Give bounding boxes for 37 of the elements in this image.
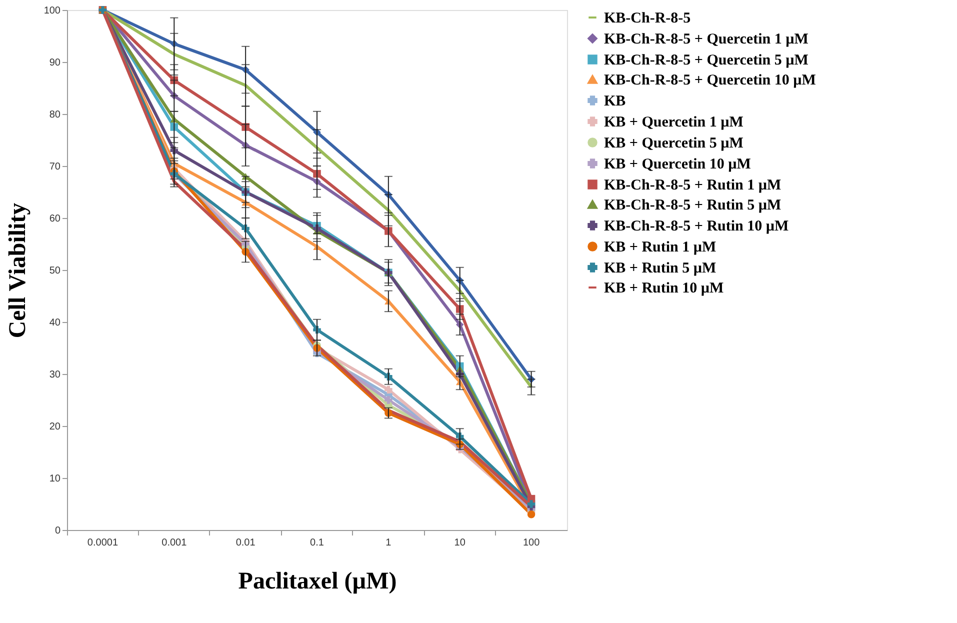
x-tick-label: 0.001	[162, 538, 188, 548]
legend-label: KB-Ch-R-8-5 + Quercetin 5 µM	[604, 52, 808, 68]
y-axis-title: Cell Viability	[4, 202, 31, 338]
legend-label: KB + Quercetin 1 µM	[604, 114, 744, 130]
y-tick-label: 50	[49, 266, 61, 276]
y-tick-label: 40	[49, 318, 61, 328]
point	[527, 510, 536, 518]
x-tick-label: 0.0001	[87, 538, 118, 548]
x-tick-label: 10	[454, 538, 466, 548]
legend-label: KB	[604, 94, 626, 110]
y-tick-label: 70	[49, 162, 61, 172]
y-tick-label: 20	[49, 422, 61, 432]
x-tick-label: 1	[386, 538, 392, 548]
legend-label: KB + Rutin 10 µM	[604, 280, 724, 296]
point	[384, 386, 392, 394]
legend-label: KB + Quercetin 10 µM	[604, 156, 751, 172]
y-tick-label: 30	[49, 370, 61, 380]
x-tick-label: 0.1	[310, 538, 324, 548]
x-tick-label: 0.01	[236, 538, 256, 548]
x-axis-title: Paclitaxel (µM)	[238, 568, 397, 594]
y-tick-label: 10	[49, 474, 61, 484]
legend-label: KB + Rutin 1 µM	[604, 240, 716, 256]
y-tick-label: 100	[44, 6, 61, 16]
y-tick-label: 80	[49, 110, 61, 120]
x-tick-label: 100	[522, 538, 540, 548]
y-tick-label: 0	[54, 526, 61, 536]
legend-label: KB-Ch-R-8-5 + Rutin 1 µM	[604, 178, 782, 194]
legend-label: KB-Ch-R-8-5 + Rutin 10 µM	[604, 218, 789, 234]
y-tick-label: 90	[49, 58, 61, 68]
legend-label: KB + Rutin 5 µM	[604, 260, 716, 276]
point	[384, 396, 392, 404]
legend-label: KB-Ch-R-8-5 + Rutin 5 µM	[604, 198, 782, 214]
legend-label: KB-Ch-R-8-5 + Quercetin 10 µM	[604, 72, 816, 88]
legend-label: KB-Ch-R-8-5	[604, 10, 691, 26]
y-tick-label: 60	[49, 214, 61, 224]
legend-label: KB + Quercetin 5 µM	[604, 136, 744, 152]
legend-label: KB-Ch-R-8-5 + Quercetin 1 µM	[604, 32, 808, 48]
